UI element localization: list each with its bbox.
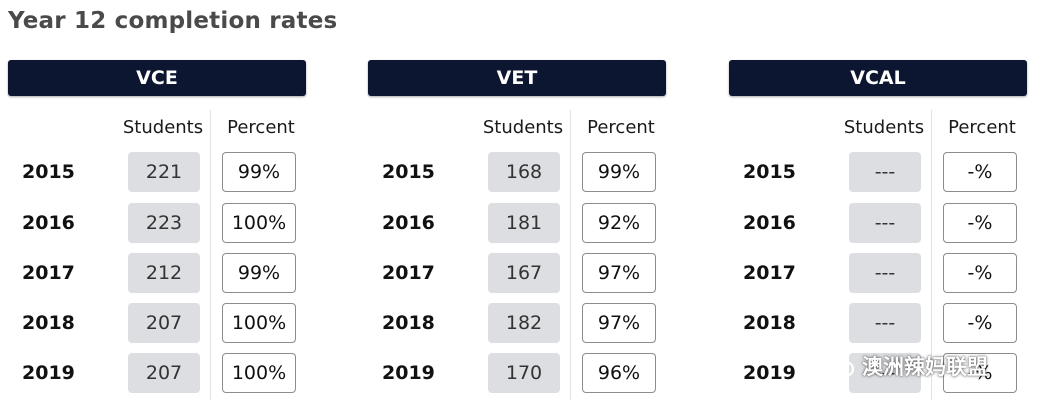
table-row: 2015 168 99% xyxy=(368,152,668,192)
year-label: 2015 xyxy=(382,161,435,183)
percent-value: 92% xyxy=(582,203,656,243)
students-value: 207 xyxy=(128,353,200,393)
percent-column-header: Percent xyxy=(948,117,1016,138)
year-label: 2016 xyxy=(22,212,75,234)
table-row: 2018 207 100% xyxy=(8,303,308,343)
students-value: 168 xyxy=(488,152,560,192)
percent-value: 99% xyxy=(222,253,296,293)
students-column-header: Students xyxy=(482,117,564,138)
column-divider xyxy=(570,110,571,400)
percent-value: 99% xyxy=(222,152,296,192)
year-label: 2017 xyxy=(382,262,435,284)
panel-vce: VCE Students Percent 2015 221 99% 2016 223 100% 2… xyxy=(8,60,308,400)
students-value: 207 xyxy=(128,303,200,343)
students-value: --- xyxy=(849,353,921,393)
percent-value: -% xyxy=(943,253,1017,293)
percent-value: 97% xyxy=(582,253,656,293)
students-value: 181 xyxy=(488,203,560,243)
percent-value: -% xyxy=(943,303,1017,343)
table-row: 2019 170 96% xyxy=(368,353,668,393)
year-label: 2019 xyxy=(743,362,796,384)
students-value: 167 xyxy=(488,253,560,293)
percent-value: 99% xyxy=(582,152,656,192)
table-row: 2018 182 97% xyxy=(368,303,668,343)
panel-vcal: VCAL Students Percent 2015 --- -% 2016 --- -% 201… xyxy=(729,60,1029,400)
percent-value: 100% xyxy=(222,203,296,243)
students-value: 223 xyxy=(128,203,200,243)
table-row: 2016 --- -% xyxy=(729,203,1029,243)
percent-column-header: Percent xyxy=(227,117,295,138)
year-label: 2019 xyxy=(382,362,435,384)
students-value: 212 xyxy=(128,253,200,293)
page-title: Year 12 completion rates xyxy=(8,8,338,34)
students-value: --- xyxy=(849,253,921,293)
year-label: 2016 xyxy=(743,212,796,234)
year-label: 2018 xyxy=(382,312,435,334)
year-label: 2015 xyxy=(743,161,796,183)
percent-value: 100% xyxy=(222,303,296,343)
percent-value: 96% xyxy=(582,353,656,393)
watermark-text: 澳洲辣妈联盟 xyxy=(862,355,988,379)
table-row: 2019 207 100% xyxy=(8,353,308,393)
students-value: --- xyxy=(849,203,921,243)
students-value: --- xyxy=(849,303,921,343)
percent-value: -% xyxy=(943,203,1017,243)
percent-column-header: Percent xyxy=(587,117,655,138)
students-value: 170 xyxy=(488,353,560,393)
year-label: 2015 xyxy=(22,161,75,183)
wechat-icon xyxy=(822,352,856,380)
year-label: 2019 xyxy=(22,362,75,384)
year-label: 2017 xyxy=(22,262,75,284)
percent-value: -% xyxy=(943,152,1017,192)
table-row: 2015 --- -% xyxy=(729,152,1029,192)
students-column-header: Students xyxy=(843,117,925,138)
table-row: 2016 181 92% xyxy=(368,203,668,243)
table-row: 2019 --- -% xyxy=(729,353,1029,393)
percent-value: -% xyxy=(943,353,1017,393)
students-column-header: Students xyxy=(122,117,204,138)
table-row: 2016 223 100% xyxy=(8,203,308,243)
table-row: 2017 212 99% xyxy=(8,253,308,293)
percent-value: 100% xyxy=(222,353,296,393)
students-value: --- xyxy=(849,152,921,192)
table-row: 2017 --- -% xyxy=(729,253,1029,293)
column-divider xyxy=(931,110,932,400)
panel-header: VCE xyxy=(8,60,306,96)
percent-value: 97% xyxy=(582,303,656,343)
watermark: 澳洲辣妈联盟 xyxy=(822,346,988,386)
year-label: 2018 xyxy=(743,312,796,334)
table-row: 2015 221 99% xyxy=(8,152,308,192)
column-divider xyxy=(210,110,211,400)
year-label: 2016 xyxy=(382,212,435,234)
students-value: 221 xyxy=(128,152,200,192)
table-row: 2018 --- -% xyxy=(729,303,1029,343)
panel-header: VCAL xyxy=(729,60,1027,96)
panel-header: VET xyxy=(368,60,666,96)
year-label: 2017 xyxy=(743,262,796,284)
table-row: 2017 167 97% xyxy=(368,253,668,293)
year-label: 2018 xyxy=(22,312,75,334)
students-value: 182 xyxy=(488,303,560,343)
panel-vet: VET Students Percent 2015 168 99% 2016 181 92% 20… xyxy=(368,60,668,400)
